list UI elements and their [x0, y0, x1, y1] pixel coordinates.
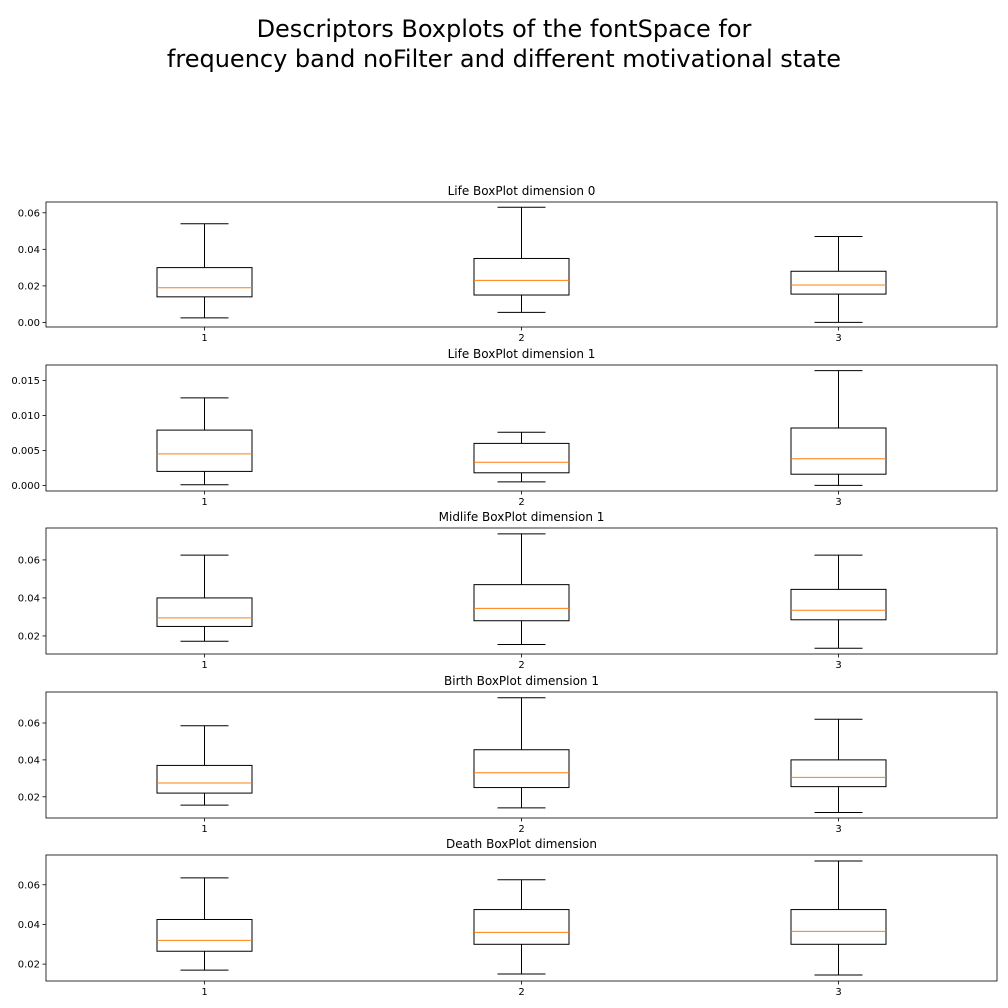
figure-suptitle: Descriptors Boxplots of the fontSpace fo… [0, 14, 1008, 74]
box-3 [790, 236, 887, 323]
x-tick-label: 3 [835, 824, 841, 835]
y-tick-label: 0.000 [11, 481, 40, 492]
x-tick-label: 3 [835, 660, 841, 671]
box-1 [156, 725, 253, 806]
box-iqr [473, 442, 570, 474]
box-2 [473, 206, 570, 313]
y-tick-label: 0.005 [11, 446, 40, 457]
box-iqr [156, 429, 253, 472]
y-tick-label: 0.015 [11, 376, 40, 387]
subplot-3: Midlife BoxPlot dimension 1 0.02 0.04 0.06 1… [18, 510, 998, 671]
y-tick-label: 0.06 [18, 880, 40, 891]
y-tick-label: 0.04 [18, 593, 40, 604]
box-iqr [156, 918, 253, 952]
box-iqr [473, 749, 570, 789]
x-tick-label: 3 [835, 333, 841, 344]
y-tick-label: 0.04 [18, 755, 40, 766]
x-tick-label: 2 [518, 497, 524, 508]
box-2 [473, 697, 570, 809]
y-tick-label: 0.02 [18, 281, 40, 292]
box-1 [156, 554, 253, 642]
x-tick-label: 1 [201, 497, 207, 508]
box-1 [156, 223, 253, 319]
subplot-1: Life BoxPlot dimension 0 0.00 0.02 0.04 0.06… [18, 184, 998, 344]
y-tick-label: 0.06 [18, 555, 40, 566]
subplot-title: Death BoxPlot dimension [446, 837, 597, 851]
box-iqr [156, 597, 253, 627]
y-tick-label: 0.02 [18, 960, 40, 971]
box-iqr [790, 759, 887, 788]
y-tick-label: 0.02 [18, 792, 40, 803]
x-tick-label: 2 [518, 824, 524, 835]
box-2 [473, 533, 570, 645]
box-iqr [156, 764, 253, 794]
box-3 [790, 718, 887, 813]
axes-frame [45, 854, 998, 982]
box-iqr [790, 427, 887, 475]
suptitle-line-2: frequency band noFilter and different mo… [166, 45, 842, 73]
box-iqr [790, 909, 887, 945]
box-iqr [473, 909, 570, 945]
y-tick-label: 0.04 [18, 245, 40, 256]
y-tick-label: 0.00 [18, 318, 40, 329]
x-tick-label: 1 [201, 824, 207, 835]
box-1 [156, 877, 253, 971]
subplot-2: Life BoxPlot dimension 1 0.000 0.005 0.010 0… [11, 347, 998, 508]
subplot-5: Death BoxPlot dimension 0.02 0.04 0.06 1 2 3 [18, 837, 998, 998]
box-iqr [790, 270, 887, 295]
box-3 [790, 370, 887, 486]
y-tick-label: 0.02 [18, 631, 40, 642]
subplot-title: Life BoxPlot dimension 0 [448, 184, 596, 198]
y-tick-label: 0.010 [11, 411, 40, 422]
axes-frame [45, 691, 998, 819]
box-iqr [473, 257, 570, 296]
box-iqr [156, 267, 253, 298]
box-1 [156, 397, 253, 486]
axes-frame [45, 527, 998, 655]
x-tick-label: 2 [518, 660, 524, 671]
y-tick-label: 0.06 [18, 718, 40, 729]
x-tick-label: 1 [201, 987, 207, 998]
x-tick-label: 3 [835, 987, 841, 998]
x-tick-label: 3 [835, 497, 841, 508]
suptitle-line-1: Descriptors Boxplots of the fontSpace fo… [256, 15, 752, 43]
x-tick-label: 2 [518, 987, 524, 998]
box-3 [790, 860, 887, 976]
x-tick-label: 2 [518, 333, 524, 344]
box-2 [473, 431, 570, 483]
box-3 [790, 554, 887, 649]
y-tick-label: 0.04 [18, 920, 40, 931]
box-iqr [790, 588, 887, 621]
subplot-title: Midlife BoxPlot dimension 1 [439, 510, 605, 524]
box-2 [473, 879, 570, 975]
axes-frame [45, 201, 998, 328]
x-tick-label: 1 [201, 660, 207, 671]
subplot-4: Birth BoxPlot dimension 1 0.02 0.04 0.06 1 2 3 [18, 674, 998, 835]
axes-frame [45, 364, 998, 492]
y-tick-label: 0.06 [18, 208, 40, 219]
box-iqr [473, 584, 570, 622]
subplot-title: Birth BoxPlot dimension 1 [444, 674, 599, 688]
x-tick-label: 1 [201, 333, 207, 344]
subplot-title: Life BoxPlot dimension 1 [448, 347, 596, 361]
